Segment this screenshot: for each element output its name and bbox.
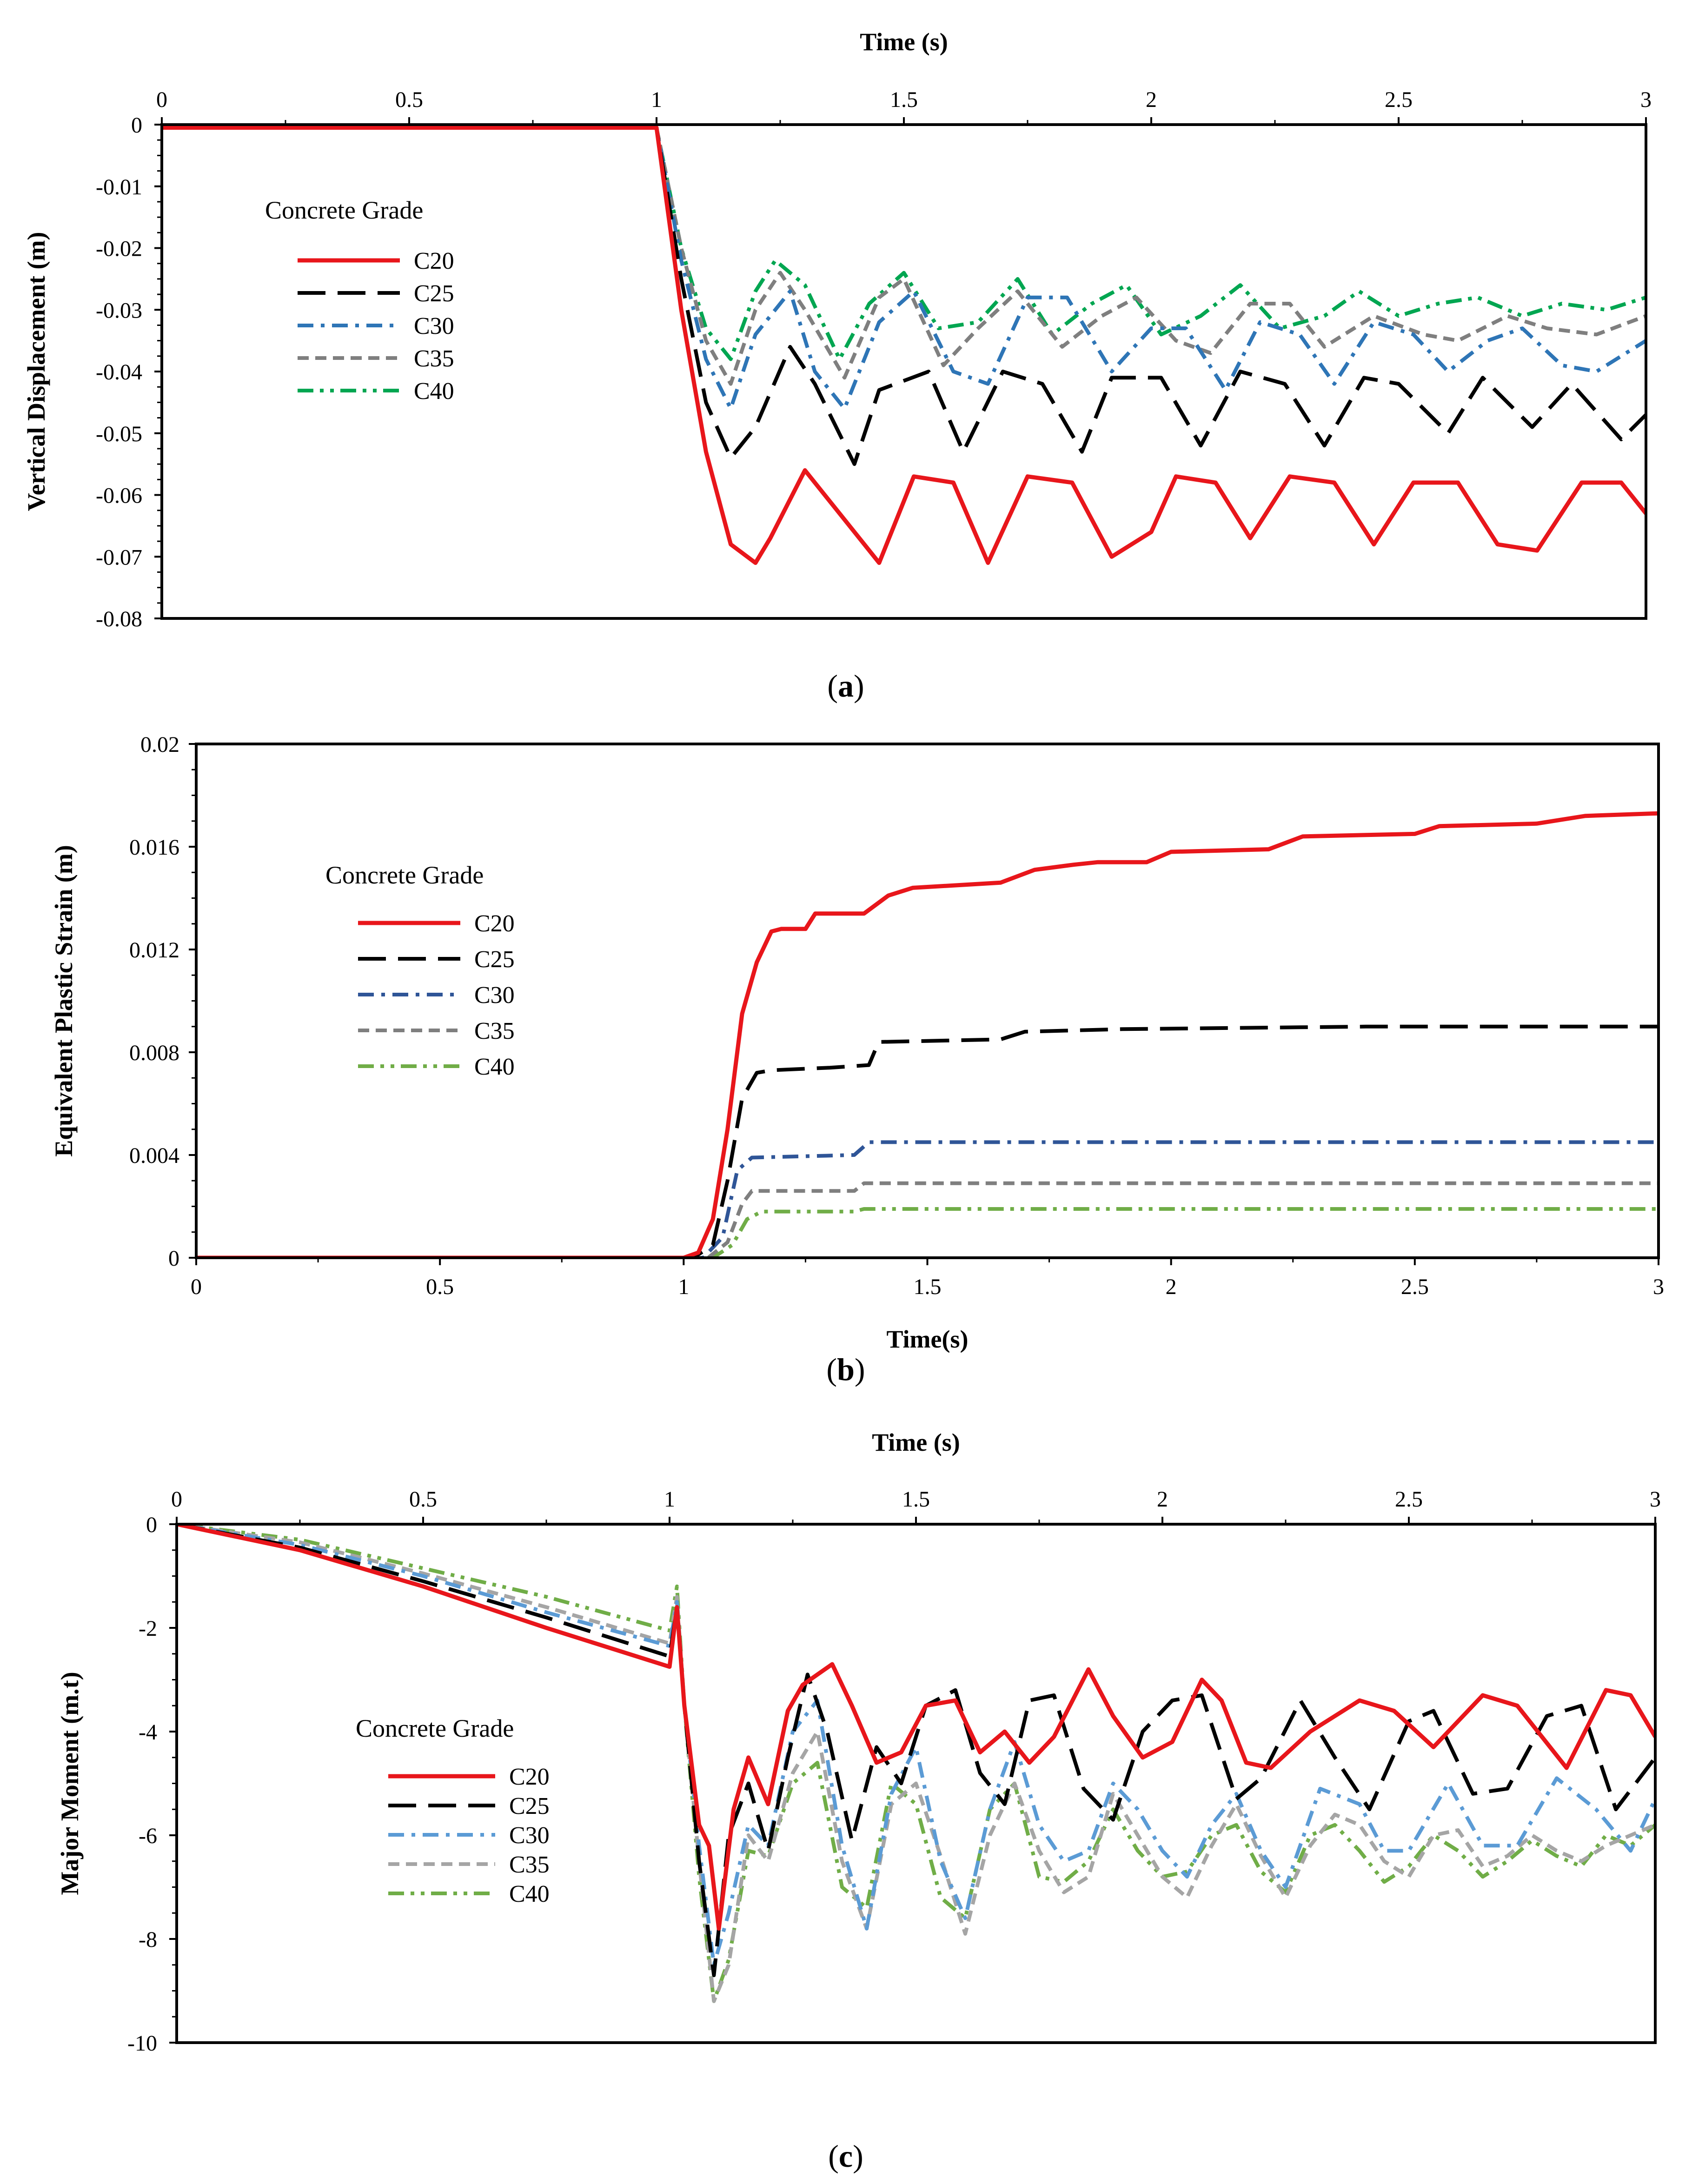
legend-label-C30: C30 (474, 982, 515, 1009)
y-tick-label: 0.012 (129, 938, 179, 963)
legend-label-C40: C40 (509, 1881, 550, 1907)
x-tick-label: 2.5 (1401, 1275, 1429, 1299)
y-tick-label: -0.03 (96, 298, 142, 323)
series-line-C35 (162, 126, 1646, 386)
legend-label-C20: C20 (414, 248, 454, 274)
legend-label-C20: C20 (474, 910, 515, 937)
legend-label-C25: C25 (474, 946, 515, 973)
x-tick-label: 2 (1157, 1487, 1168, 1512)
x-tick-label: 1 (664, 1487, 675, 1512)
y-tick-label: 0 (146, 1513, 157, 1537)
y-tick-label: -4 (139, 1720, 157, 1745)
x-tick-label: 0 (171, 1487, 182, 1512)
series-group (162, 126, 1646, 565)
x-tick-label: 1 (651, 87, 662, 112)
chart-panel-a: 0 0.5 1 1.5 2 2.5 3 0 -0.01 -0.02 -0.03 -0.04 -0.05 -… (22, 28, 1652, 704)
x-tick-label: 0.5 (426, 1275, 454, 1299)
x-axis-title: Time(s) (887, 1325, 969, 1353)
x-axis-title: Time (s) (872, 1428, 960, 1456)
y-tick-label: -8 (139, 1927, 157, 1952)
x-tick-label: 2 (1146, 87, 1157, 112)
series-line-C20 (196, 811, 1659, 1258)
y-tick-label: 0.004 (129, 1143, 179, 1168)
legend-label-C40: C40 (474, 1054, 515, 1080)
y-axis-title: Vertical Displacement (m) (22, 232, 50, 511)
x-tick-label: 0.5 (395, 87, 423, 112)
plot-frame (195, 743, 1660, 1259)
series-line-C25 (177, 1524, 1655, 1978)
y-tick-label: -0.04 (96, 360, 142, 385)
y-tick-label: -2 (139, 1616, 157, 1641)
y-tick-label: 0.008 (129, 1041, 179, 1065)
y-tick-label: 0 (131, 113, 142, 138)
legend-label-C35: C35 (414, 345, 454, 372)
y-tick-label: -0.08 (96, 607, 142, 631)
legend-label-C35: C35 (509, 1852, 550, 1878)
series-line-C30 (196, 1140, 1659, 1258)
panel-caption: (b) (826, 1352, 865, 1387)
x-tick-label: 0 (191, 1275, 202, 1299)
x-tick-label: 3 (1640, 87, 1652, 112)
series-line-C30 (162, 126, 1646, 411)
legend: Concrete Grade C20 C25 C30 C35 C40 (265, 196, 454, 405)
series-line-C20 (177, 1524, 1655, 1931)
y-tick-label: 0.016 (129, 835, 179, 860)
series-line-C30 (177, 1524, 1655, 1967)
x-tick-label: 3 (1653, 1275, 1664, 1299)
y-tick-label: 0 (168, 1246, 179, 1271)
chart-panel-c: 0 0.5 1 1.5 2 2.5 3 0 -2 -4 -6 -8 -10 Time (s) Major M… (56, 1428, 1661, 2174)
y-tick-label: -0.02 (96, 237, 142, 261)
x-tick-label: 3 (1650, 1487, 1661, 1512)
panel-caption: (a) (827, 668, 864, 704)
y-tick-label: -0.05 (96, 422, 142, 446)
chart-panel-b: 0 0.5 1 1.5 2 2.5 3 0 0.004 0.008 0.012 0.016 0.02 Ti… (50, 732, 1664, 1387)
x-tick-label: 0.5 (409, 1487, 437, 1512)
series-line-C25 (196, 1024, 1659, 1258)
x-tick-label: 2.5 (1395, 1487, 1423, 1512)
legend: Concrete Grade C20 C25 C30 C35 C40 (325, 861, 515, 1080)
series-line-C40 (196, 1207, 1659, 1258)
legend-label-C25: C25 (509, 1793, 550, 1819)
x-tick-label: 1 (678, 1275, 689, 1299)
y-tick-label: -0.07 (96, 545, 142, 570)
legend-label-C20: C20 (509, 1764, 550, 1790)
y-tick-label: 0.02 (140, 732, 179, 757)
x-tick-label: 2.5 (1385, 87, 1413, 112)
series-line-C40 (162, 126, 1646, 361)
x-axis-title: Time (s) (860, 28, 948, 56)
series-group (177, 1524, 1655, 2003)
legend: Concrete Grade C20 C25 C30 C35 C40 (356, 1714, 550, 1907)
legend-title: Concrete Grade (265, 196, 423, 224)
x-tick-label: 1.5 (890, 87, 918, 112)
x-tick-label: 1.5 (902, 1487, 930, 1512)
y-axis-title: Equivalent Plastic Strain (m) (50, 845, 78, 1157)
legend-title: Concrete Grade (325, 861, 484, 889)
legend-title: Concrete Grade (356, 1714, 514, 1742)
series-group (196, 811, 1659, 1258)
y-tick-label: -0.06 (96, 484, 142, 508)
y-tick-label: -10 (127, 2031, 157, 2056)
series-line-C40 (177, 1524, 1655, 2003)
series-line-C25 (162, 126, 1646, 466)
legend-label-C25: C25 (414, 280, 454, 307)
legend-label-C40: C40 (414, 378, 454, 405)
y-axis-title: Major Moment (m.t) (56, 1672, 84, 1895)
legend-label-C30: C30 (414, 313, 454, 339)
legend-label-C35: C35 (474, 1018, 515, 1044)
x-tick-label: 1.5 (914, 1275, 942, 1299)
x-tick-label: 0 (156, 87, 167, 112)
panel-caption: (c) (828, 2138, 863, 2174)
series-line-C35 (177, 1524, 1655, 2003)
series-line-C20 (162, 126, 1646, 565)
legend-label-C30: C30 (509, 1822, 550, 1849)
series-line-C35 (196, 1181, 1659, 1258)
y-tick-label: -6 (139, 1824, 157, 1848)
x-tick-label: 2 (1166, 1275, 1177, 1299)
y-tick-label: -0.01 (96, 175, 142, 199)
